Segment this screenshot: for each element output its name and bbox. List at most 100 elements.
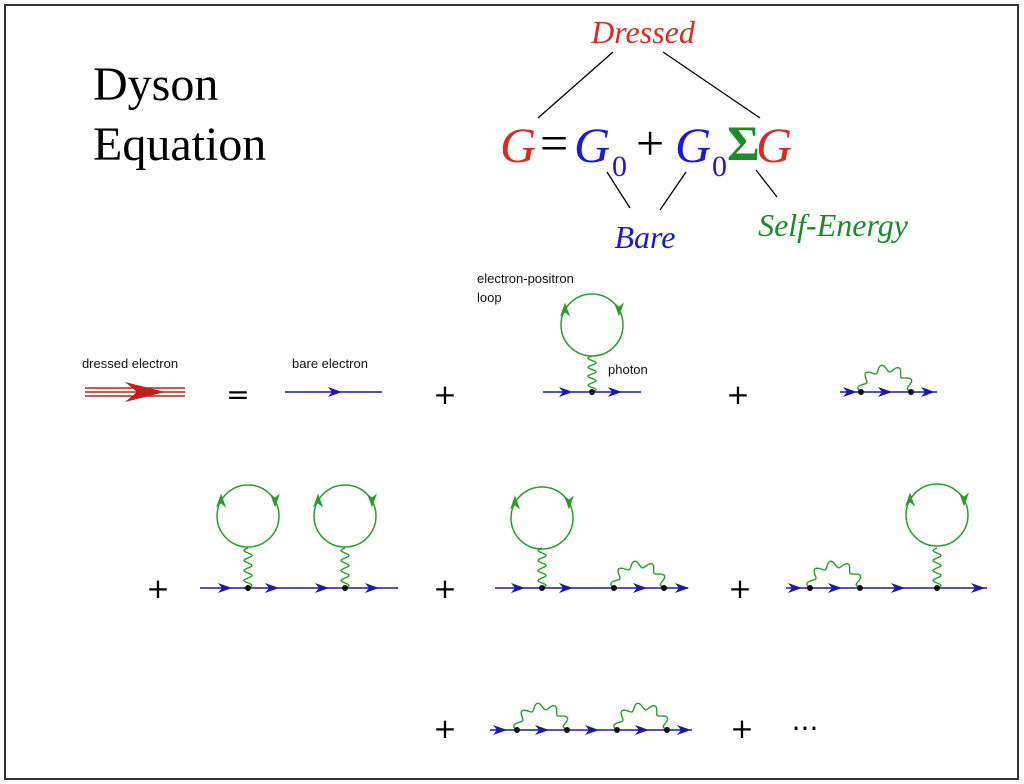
- arrowhead: [971, 583, 985, 593]
- vertex: [614, 727, 620, 733]
- equation-labels: Dressed Bare Self-Energy: [590, 14, 909, 255]
- vertex: [342, 585, 348, 591]
- photon: [513, 702, 569, 731]
- operator: +: [433, 378, 456, 411]
- connector: [662, 51, 761, 119]
- arrowhead: [365, 583, 379, 593]
- operator: =: [226, 378, 249, 411]
- loop-label: electron-positron: [477, 271, 574, 286]
- vertex: [589, 389, 595, 395]
- bare-label: Bare: [614, 219, 675, 255]
- term: Σ: [727, 115, 760, 171]
- operators: = + + + + + + + ···: [146, 378, 818, 745]
- photon: [857, 364, 913, 393]
- arrowhead: [559, 387, 573, 397]
- arrowhead: [265, 583, 279, 593]
- connector: [537, 51, 614, 119]
- fermion-loop: [905, 483, 969, 547]
- photon: [610, 560, 666, 589]
- title-line: Equation: [93, 118, 266, 171]
- photon-label: photon: [608, 362, 648, 377]
- operator: +: [146, 572, 169, 605]
- photon: [806, 560, 862, 589]
- arrowhead: [921, 387, 935, 397]
- arrowhead: [563, 495, 574, 510]
- arrowhead: [125, 382, 165, 402]
- vertex: [539, 585, 545, 591]
- connector: [606, 171, 631, 209]
- arrowhead: [585, 725, 599, 735]
- photon: [932, 547, 942, 589]
- term: G: [500, 117, 536, 173]
- vertex: [661, 585, 667, 591]
- vertex: [858, 389, 864, 395]
- arrowhead: [510, 495, 521, 510]
- arrowhead: [535, 725, 549, 735]
- arrowhead: [677, 725, 691, 735]
- arrowhead: [328, 387, 342, 397]
- operator: +: [728, 572, 751, 605]
- self-energy-label: Self-Energy: [758, 207, 909, 243]
- dressed-label: Dressed: [590, 14, 696, 50]
- arrowhead: [878, 387, 892, 397]
- photon: [537, 547, 547, 589]
- vertex: [564, 727, 570, 733]
- fermion-loop: [560, 293, 624, 357]
- term: 0: [712, 150, 727, 183]
- arrowhead: [216, 493, 227, 508]
- fermion-loop: [313, 484, 377, 548]
- vertex: [245, 585, 251, 591]
- arrowhead: [560, 302, 571, 317]
- ellipsis: ···: [792, 712, 819, 745]
- equation: G = G 0 + G 0 Σ G: [500, 115, 792, 183]
- term: +: [636, 115, 664, 171]
- term: 0: [612, 150, 627, 183]
- title-line: Dyson: [93, 58, 218, 111]
- operator: +: [730, 712, 753, 745]
- arrowhead: [633, 583, 647, 593]
- arrowhead: [315, 583, 329, 593]
- term: G: [756, 117, 792, 173]
- connector: [755, 169, 778, 198]
- title: Dyson Equation: [93, 58, 266, 171]
- arrowhead: [608, 387, 622, 397]
- vertex: [908, 389, 914, 395]
- arrowhead: [366, 493, 377, 508]
- arrowhead: [843, 387, 857, 397]
- arrowhead: [891, 583, 905, 593]
- loop-label: loop: [477, 290, 502, 305]
- diagram-labels: dressed electron bare electron electron-…: [82, 271, 648, 377]
- photon: [243, 547, 253, 589]
- fermion-loop: [510, 486, 574, 550]
- vertex: [514, 727, 520, 733]
- vertex: [934, 585, 940, 591]
- arrowhead: [635, 725, 649, 735]
- vertex: [664, 727, 670, 733]
- arrowhead: [493, 725, 507, 735]
- term: G: [574, 117, 610, 173]
- arrowhead: [905, 492, 916, 507]
- photon: [587, 355, 597, 393]
- connector: [659, 171, 687, 211]
- operator: +: [433, 572, 456, 605]
- vertex: [857, 585, 863, 591]
- fermion-loop: [216, 484, 280, 548]
- arrowhead: [675, 583, 689, 593]
- arrowhead: [269, 493, 280, 508]
- arrowhead: [613, 302, 624, 317]
- connectors: [537, 51, 778, 211]
- operator: +: [726, 378, 749, 411]
- arrowhead: [313, 493, 324, 508]
- vertex: [807, 585, 813, 591]
- arrowhead: [218, 583, 232, 593]
- arrowhead: [559, 583, 573, 593]
- photon: [340, 547, 350, 589]
- arrowhead: [511, 583, 525, 593]
- arrowhead: [828, 583, 842, 593]
- bare-electron-label: bare electron: [292, 356, 368, 371]
- vertex: [611, 585, 617, 591]
- operator: +: [433, 712, 456, 745]
- photon: [613, 702, 669, 731]
- arrowhead: [788, 583, 802, 593]
